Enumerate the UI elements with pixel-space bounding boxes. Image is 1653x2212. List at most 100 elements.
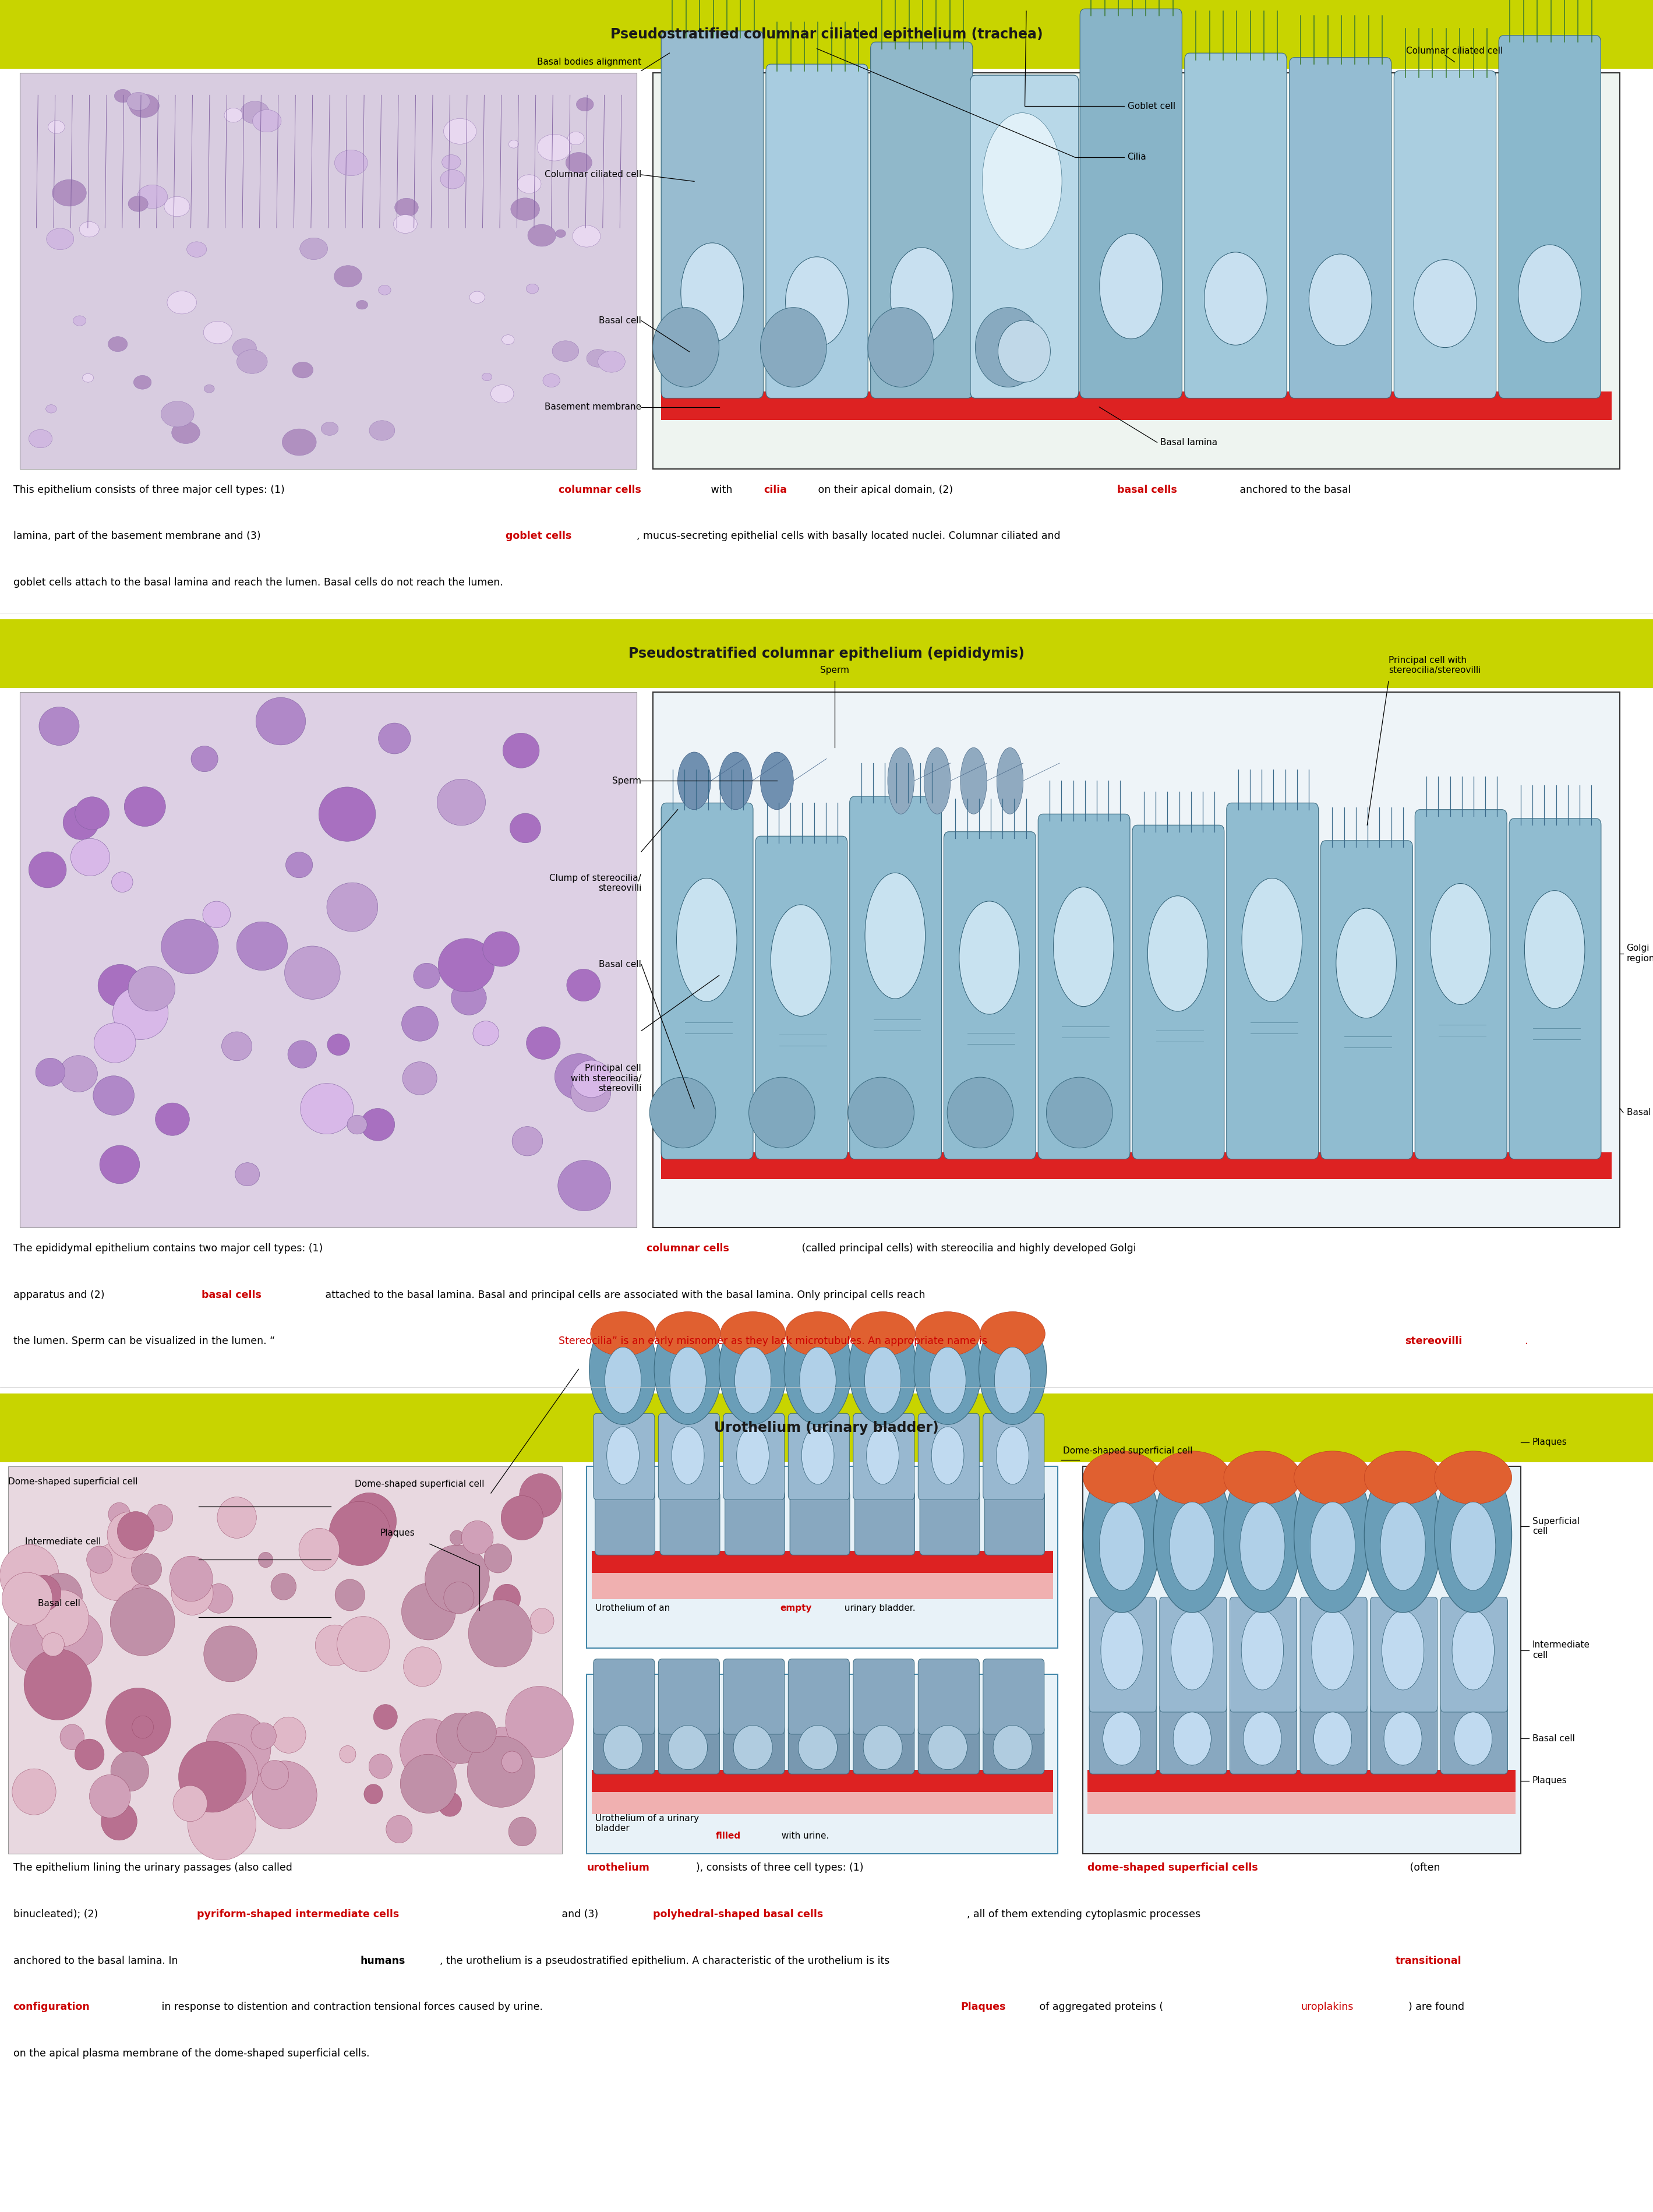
Text: Dome-shaped superficial cell: Dome-shaped superficial cell	[355, 1480, 484, 1489]
Text: Cilia: Cilia	[1127, 153, 1147, 161]
Ellipse shape	[509, 139, 519, 148]
Bar	[1088, 1770, 1516, 1792]
Text: ), consists of three cell types: (1): ), consists of three cell types: (1)	[696, 1863, 866, 1874]
Ellipse shape	[217, 1498, 256, 1537]
Ellipse shape	[509, 814, 541, 843]
Text: Stereocilia” is an early misnomer as they lack microtubules. An appropriate name: Stereocilia” is an early misnomer as the…	[559, 1336, 990, 1347]
Ellipse shape	[41, 1632, 64, 1657]
Text: pyriform-shaped intermediate cells: pyriform-shaped intermediate cells	[197, 1909, 398, 1920]
FancyBboxPatch shape	[975, 75, 1078, 398]
Ellipse shape	[997, 748, 1023, 814]
Ellipse shape	[511, 197, 539, 221]
Text: transitional: transitional	[1395, 1955, 1461, 1966]
FancyBboxPatch shape	[1089, 1703, 1157, 1774]
Ellipse shape	[888, 748, 914, 814]
FancyBboxPatch shape	[593, 1725, 655, 1774]
Ellipse shape	[567, 969, 600, 1002]
Text: dome-shaped superficial cells: dome-shaped superficial cells	[1088, 1863, 1258, 1874]
Text: Dome-shaped superficial cell: Dome-shaped superficial cell	[8, 1478, 137, 1486]
Ellipse shape	[503, 334, 514, 345]
Text: Basal cell: Basal cell	[38, 1599, 81, 1608]
Ellipse shape	[438, 938, 494, 991]
Ellipse shape	[863, 1725, 903, 1770]
Ellipse shape	[336, 1579, 365, 1610]
Ellipse shape	[1240, 1502, 1284, 1590]
Text: Plaques: Plaques	[960, 2002, 1005, 2013]
Ellipse shape	[588, 1314, 656, 1425]
Ellipse shape	[483, 374, 493, 380]
Ellipse shape	[107, 336, 127, 352]
Text: basal cells: basal cells	[202, 1290, 261, 1301]
Ellipse shape	[203, 385, 215, 394]
Bar	[592, 1573, 1053, 1599]
Ellipse shape	[112, 872, 132, 891]
Ellipse shape	[200, 1743, 258, 1805]
Ellipse shape	[734, 1347, 770, 1413]
Ellipse shape	[321, 422, 339, 436]
Text: configuration: configuration	[13, 2002, 89, 2013]
Ellipse shape	[316, 1626, 354, 1666]
Ellipse shape	[40, 708, 79, 745]
Ellipse shape	[334, 150, 367, 175]
Text: Plaques: Plaques	[1532, 1776, 1567, 1785]
Ellipse shape	[205, 1714, 271, 1783]
Bar	[587, 1674, 1058, 1854]
Ellipse shape	[132, 1717, 154, 1739]
Bar	[20, 692, 636, 1228]
Ellipse shape	[557, 1161, 612, 1210]
FancyBboxPatch shape	[1301, 1597, 1367, 1712]
Text: Columnar ciliated cell: Columnar ciliated cell	[1407, 46, 1503, 55]
FancyBboxPatch shape	[724, 1725, 785, 1774]
Text: filled: filled	[716, 1832, 741, 1840]
Ellipse shape	[678, 752, 711, 810]
Bar	[592, 1770, 1053, 1792]
Ellipse shape	[760, 307, 827, 387]
Ellipse shape	[117, 1511, 154, 1551]
Bar	[1083, 1467, 1521, 1854]
Text: Superficial
cell: Superficial cell	[1532, 1517, 1580, 1535]
Text: Golgi
region: Golgi region	[1627, 945, 1653, 962]
Text: binucleated); (2): binucleated); (2)	[13, 1909, 101, 1920]
Ellipse shape	[1241, 878, 1303, 1002]
Ellipse shape	[484, 1610, 501, 1628]
Ellipse shape	[364, 1785, 383, 1805]
Text: with urine.: with urine.	[779, 1832, 828, 1840]
Ellipse shape	[995, 261, 1058, 347]
FancyBboxPatch shape	[984, 1413, 1045, 1500]
Ellipse shape	[205, 1584, 233, 1613]
FancyBboxPatch shape	[593, 1413, 655, 1500]
Ellipse shape	[379, 285, 390, 294]
Ellipse shape	[719, 752, 752, 810]
Ellipse shape	[36, 1057, 64, 1086]
Ellipse shape	[924, 748, 950, 814]
FancyBboxPatch shape	[919, 1491, 980, 1555]
Ellipse shape	[531, 1608, 554, 1632]
Ellipse shape	[1223, 1458, 1301, 1613]
Text: Dome-shaped superficial cell: Dome-shaped superficial cell	[1063, 1447, 1192, 1455]
Ellipse shape	[982, 113, 1061, 250]
FancyBboxPatch shape	[984, 1725, 1045, 1774]
FancyBboxPatch shape	[853, 1413, 914, 1500]
Ellipse shape	[134, 376, 152, 389]
Ellipse shape	[1451, 1610, 1494, 1690]
Text: Basal cell: Basal cell	[598, 960, 641, 969]
Ellipse shape	[501, 1495, 544, 1540]
Ellipse shape	[129, 967, 175, 1011]
FancyBboxPatch shape	[1230, 1597, 1298, 1712]
Ellipse shape	[1103, 1712, 1141, 1765]
Ellipse shape	[167, 292, 197, 314]
Text: Plaques: Plaques	[1532, 1438, 1567, 1447]
Text: apparatus and (2): apparatus and (2)	[13, 1290, 107, 1301]
Ellipse shape	[1309, 254, 1372, 345]
Ellipse shape	[770, 905, 831, 1015]
Text: Basal cell: Basal cell	[1627, 1108, 1653, 1117]
Ellipse shape	[131, 1584, 152, 1608]
Ellipse shape	[347, 1115, 367, 1135]
Ellipse shape	[572, 1060, 612, 1097]
Ellipse shape	[542, 374, 560, 387]
Ellipse shape	[129, 95, 159, 117]
FancyBboxPatch shape	[917, 1725, 979, 1774]
Ellipse shape	[451, 982, 486, 1015]
Ellipse shape	[402, 1006, 438, 1042]
Ellipse shape	[271, 1573, 296, 1599]
